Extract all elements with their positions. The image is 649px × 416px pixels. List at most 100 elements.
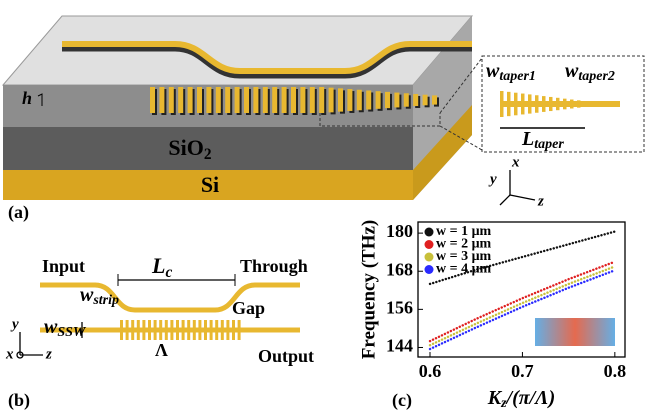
x-tick-label: 0.8: [604, 361, 627, 381]
through-label: Through: [240, 256, 308, 276]
groove: [282, 87, 287, 113]
groove: [159, 320, 162, 340]
taper-groove: [521, 94, 525, 115]
gap-label: Gap: [232, 298, 265, 318]
taper-groove: [549, 97, 553, 111]
groove: [404, 93, 409, 106]
symbol: L: [521, 128, 534, 150]
taper-groove: [570, 100, 574, 109]
axes-a: [500, 170, 535, 205]
symbol: w: [486, 60, 500, 82]
x-axis-label: Kz/(π/Λ): [487, 387, 556, 412]
legend-marker: [425, 265, 434, 274]
groove: [198, 320, 201, 340]
groove: [385, 92, 390, 108]
axis: [500, 195, 510, 205]
groove: [165, 320, 168, 340]
h-label: h: [22, 88, 32, 108]
groove: [226, 320, 229, 340]
taper-groove: [535, 95, 539, 113]
x-tick-label: 0.7: [511, 361, 534, 381]
axes-b: [17, 332, 43, 358]
mode-profile: [535, 318, 615, 346]
groove: [244, 87, 249, 113]
groove: [232, 320, 235, 340]
groove: [178, 87, 183, 113]
groove: [347, 89, 352, 111]
y-tick-label: 180: [386, 221, 413, 241]
taper-groove: [500, 91, 504, 117]
groove: [300, 87, 305, 113]
sio2-symbol: SiO: [168, 135, 203, 160]
axis-z-label: z: [537, 193, 544, 209]
groove: [413, 94, 418, 106]
axis: [510, 195, 535, 200]
groove: [169, 87, 174, 113]
groove: [154, 320, 157, 340]
groove: [148, 320, 151, 340]
groove: [206, 87, 211, 113]
subscript: taper: [534, 137, 564, 152]
taper-groove: [556, 98, 560, 110]
groove: [159, 87, 164, 113]
si-label: Si: [201, 172, 219, 197]
groove: [272, 87, 277, 113]
panel-label: (a): [8, 202, 29, 223]
groove: [176, 320, 179, 340]
subscript: strip: [92, 293, 119, 308]
groove: [221, 320, 224, 340]
legend-marker: [425, 253, 434, 262]
l-c-label: Lc: [151, 253, 172, 280]
groove: [216, 87, 221, 113]
legend-marker: [425, 240, 434, 249]
groove: [253, 87, 258, 113]
groove: [126, 320, 129, 340]
device-3d: h SiO2 Si: [3, 16, 482, 200]
groove: [225, 87, 230, 113]
groove: [329, 88, 334, 113]
groove: [238, 320, 241, 340]
groove: [338, 88, 343, 111]
symbol: w: [44, 316, 58, 338]
input-label: Input: [42, 256, 85, 276]
groove: [423, 95, 428, 106]
groove: [182, 320, 185, 340]
groove: [131, 320, 134, 340]
axis-x-label: x: [5, 346, 14, 362]
groove: [137, 320, 140, 340]
groove: [120, 320, 123, 340]
groove: [319, 87, 324, 113]
subscript: c: [165, 264, 172, 281]
axis-z-label: z: [45, 346, 52, 362]
figure: h SiO2 Si wtaper1 wtaper2 Ltaper x y z (…: [0, 0, 649, 416]
groove: [376, 91, 381, 109]
groove: [432, 95, 437, 104]
axis-y-label: y: [10, 316, 19, 332]
subscript: SSW: [57, 325, 87, 340]
symbol: w: [565, 60, 579, 82]
groove: [188, 87, 193, 113]
x-tick-label: 0.6: [419, 361, 442, 381]
subscript: taper2: [578, 69, 615, 84]
taper-groove: [528, 94, 532, 113]
groove: [170, 320, 173, 340]
groove: [142, 320, 145, 340]
groove: [394, 93, 399, 108]
y-tick-label: 156: [386, 297, 413, 317]
y-axis-label: Frequency (THz): [358, 220, 379, 360]
symbol: L: [151, 253, 165, 278]
groove: [215, 320, 218, 340]
taper-groove: [514, 93, 518, 116]
legend-marker: [425, 228, 434, 237]
w-ssw-label: wSSW: [44, 316, 87, 341]
groove: [204, 320, 207, 340]
output-label: Output: [258, 346, 314, 366]
groove: [291, 87, 296, 113]
taper-groove: [563, 99, 567, 110]
panel-label: (c): [392, 390, 412, 411]
subscript: taper1: [499, 69, 536, 84]
groove: [366, 90, 371, 109]
groove: [210, 320, 213, 340]
taper-inset: wtaper1 wtaper2 Ltaper: [482, 56, 644, 152]
